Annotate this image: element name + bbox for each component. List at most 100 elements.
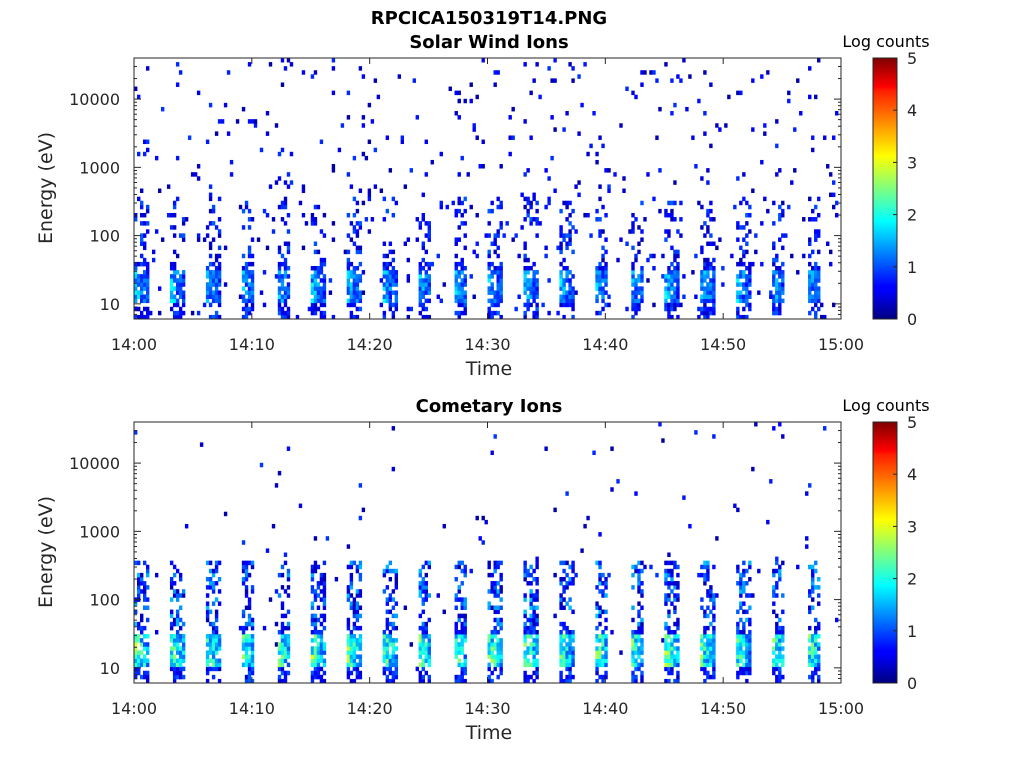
heatmap-cell <box>835 617 839 623</box>
heatmap-cell <box>229 172 234 177</box>
panel-title: Solar Wind Ions <box>409 32 568 53</box>
heatmap-cell <box>322 581 327 586</box>
heatmap-cell <box>550 78 554 83</box>
heatmap-cell <box>457 298 461 304</box>
heatmap-cell <box>733 204 737 210</box>
heatmap-cell <box>673 274 677 279</box>
heatmap-cell <box>319 597 324 602</box>
heatmap-cell <box>313 298 318 304</box>
heatmap-cell <box>778 666 782 672</box>
heatmap-cell <box>208 184 213 189</box>
heatmap-cell <box>673 621 677 627</box>
heatmap-cell <box>139 261 144 267</box>
heatmap-cell <box>134 270 138 275</box>
heatmap-cell <box>283 66 288 71</box>
heatmap-cell <box>667 314 671 320</box>
heatmap-cell <box>667 302 671 308</box>
heatmap-cell <box>604 278 608 283</box>
heatmap-cell <box>499 225 503 230</box>
heatmap-cell <box>394 601 399 606</box>
heatmap-cell <box>457 225 461 230</box>
heatmap-cell <box>139 314 144 320</box>
heatmap-cell <box>463 294 467 300</box>
heatmap-cell <box>280 629 285 635</box>
heatmap-cell <box>565 217 569 222</box>
heatmap-cell <box>781 434 785 439</box>
heatmap-cell <box>595 208 599 214</box>
heatmap-cell <box>736 654 740 659</box>
heatmap-cell <box>607 294 611 300</box>
heatmap-cell <box>208 642 213 647</box>
heatmap-cell <box>424 298 428 304</box>
heatmap-cell <box>137 94 141 100</box>
heatmap-cell <box>574 290 578 295</box>
heatmap-cell <box>637 601 641 606</box>
heatmap-cell <box>571 294 575 300</box>
heatmap-cell <box>523 314 527 320</box>
heatmap-cell <box>499 650 503 655</box>
heatmap-cell <box>358 662 363 668</box>
heatmap-cell <box>139 662 144 668</box>
heatmap-cell <box>697 306 701 312</box>
heatmap-cell <box>523 576 527 582</box>
heatmap-cell <box>244 290 249 295</box>
heatmap-cell <box>217 642 222 647</box>
heatmap-cell <box>667 670 671 676</box>
heatmap-cell <box>712 654 716 659</box>
heatmap-cell <box>172 564 177 570</box>
heatmap-cell <box>205 638 210 643</box>
heatmap-cell <box>352 654 357 659</box>
heatmap-cell <box>562 294 566 300</box>
heatmap-cell <box>544 245 548 251</box>
heatmap-cell <box>706 290 710 295</box>
heatmap-cell <box>346 646 351 651</box>
heatmap-cell <box>349 270 354 275</box>
heatmap-cell <box>811 274 815 279</box>
heatmap-cell <box>137 666 141 672</box>
heatmap-cell <box>634 662 638 668</box>
heatmap-cell <box>178 605 183 610</box>
heatmap-cell <box>313 625 318 631</box>
heatmap-cell <box>145 274 150 279</box>
heatmap-cell <box>286 654 291 659</box>
heatmap-cell <box>139 253 144 259</box>
heatmap-cell <box>814 270 818 275</box>
heatmap-cell <box>487 605 491 610</box>
heatmap-cell <box>169 212 174 218</box>
heatmap-cell <box>178 306 183 312</box>
heatmap-cell <box>529 593 533 598</box>
heatmap-cell <box>208 274 213 279</box>
heatmap-cell <box>346 249 351 255</box>
heatmap-cell <box>457 564 461 570</box>
heatmap-cell <box>667 650 671 655</box>
heatmap-cell <box>667 270 671 275</box>
heatmap-cell <box>358 658 363 664</box>
heatmap-cell <box>178 662 183 668</box>
heatmap-cell <box>631 638 635 643</box>
heatmap-cell <box>568 233 572 238</box>
heatmap-cell <box>388 282 393 287</box>
heatmap-cell <box>172 278 177 283</box>
heatmap-cell <box>553 572 557 578</box>
heatmap-cell <box>247 662 252 668</box>
heatmap-cell <box>391 589 396 594</box>
heatmap-cell <box>523 564 527 570</box>
heatmap-cell <box>676 274 680 279</box>
heatmap-cell <box>460 200 464 206</box>
heatmap-cell <box>817 662 821 668</box>
heatmap-cell <box>820 302 824 308</box>
heatmap-cell <box>532 298 536 304</box>
heatmap-cell <box>322 650 327 655</box>
heatmap-cell <box>175 298 180 304</box>
heatmap-cell <box>322 290 327 295</box>
heatmap-cell <box>490 302 494 308</box>
heatmap-cell <box>424 572 428 578</box>
heatmap-cell <box>535 233 539 238</box>
heatmap-cell <box>448 86 452 92</box>
heatmap-cell <box>559 298 563 304</box>
heatmap-cell <box>667 552 671 557</box>
heatmap-cell <box>637 654 641 659</box>
heatmap-cell <box>745 290 749 295</box>
heatmap-cell <box>745 568 749 574</box>
heatmap-cell <box>205 560 210 566</box>
